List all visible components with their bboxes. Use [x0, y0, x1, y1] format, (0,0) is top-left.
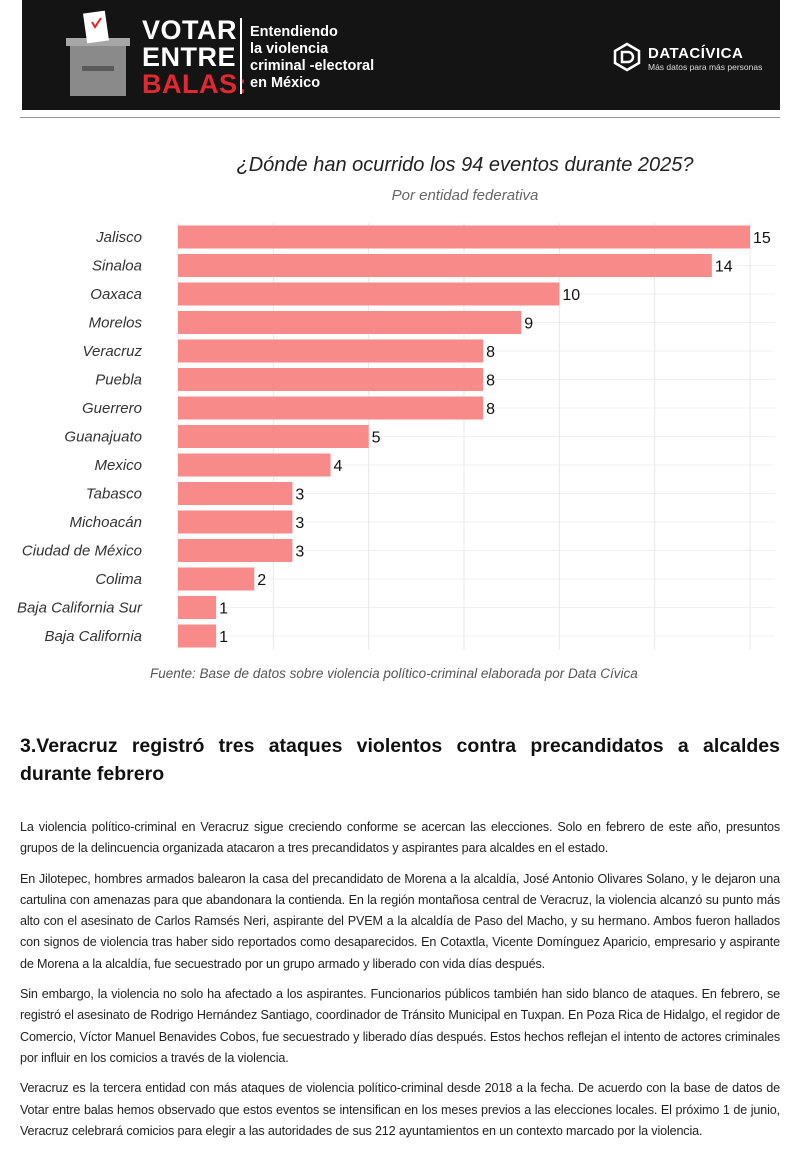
bar: [178, 339, 484, 363]
y-tick-label: Tabasco: [86, 486, 142, 503]
title-line: ENTRE: [142, 42, 237, 72]
tagline: Más datos para más personas: [648, 62, 763, 72]
value-label: 8: [486, 344, 495, 361]
value-label: 1: [219, 601, 228, 618]
y-tick-label: Michoacán: [69, 514, 142, 531]
y-tick-label: Puebla: [95, 372, 142, 389]
y-tick-label: Jalisco: [95, 229, 142, 246]
bar: [178, 425, 369, 448]
chart-source: Fuente: Base de datos sobre violencia po…: [150, 666, 638, 681]
subtitle-line: Entendiendo: [250, 24, 338, 40]
value-label: 10: [562, 287, 580, 304]
y-tick-label: Sinaloa: [92, 258, 142, 275]
y-tick-label: Ciudad de México: [22, 543, 142, 560]
bar: [178, 596, 217, 619]
ballot-icon: [66, 10, 130, 96]
y-tick-label: Guerrero: [82, 400, 142, 417]
value-label: 2: [257, 572, 266, 589]
value-label: 8: [486, 401, 495, 418]
bar: [178, 282, 560, 306]
paragraph: Veracruz es la tercera entidad con más a…: [20, 1081, 780, 1138]
brand-logo: [613, 42, 641, 72]
y-tick-label: Baja California: [44, 628, 142, 645]
y-tick-label: Oaxaca: [90, 286, 142, 303]
value-label: 14: [715, 259, 733, 276]
header: VOTAR ENTRE BALAS: Entendiendo la violen…: [22, 0, 780, 110]
title-line: VOTAR: [142, 15, 237, 45]
value-label: 3: [295, 515, 304, 532]
bar: [178, 254, 712, 277]
value-label: 8: [486, 373, 495, 390]
section-heading: 3.Veracruz registró tres ataques violent…: [20, 735, 780, 785]
value-label: 5: [372, 430, 381, 447]
value-label: 3: [295, 544, 304, 561]
bar: [178, 368, 484, 391]
ballot-label: [82, 66, 114, 71]
value-label: 4: [334, 458, 343, 475]
bar: [178, 482, 293, 505]
separator: [20, 117, 780, 118]
bar: [178, 311, 522, 334]
divider: [240, 18, 242, 94]
subtitle-line: en México: [250, 75, 321, 91]
y-tick-label: Morelos: [89, 315, 143, 332]
paragraph: Sin embargo, la violencia no solo ha afe…: [20, 987, 780, 1065]
bar: [178, 624, 217, 648]
value-label: 15: [753, 230, 771, 247]
subtitle-line: la violencia: [250, 41, 329, 57]
paragraph: La violencia político-criminal en Veracr…: [20, 820, 780, 856]
y-tick-label: Veracruz: [83, 343, 143, 360]
y-tick-label: Baja California Sur: [17, 600, 143, 617]
y-tick-label: Mexico: [94, 457, 142, 474]
subtitle-line: criminal -electoral: [250, 58, 375, 74]
y-tick-label: Guanajuato: [64, 429, 142, 446]
chart-title: ¿Dónde han ocurrido los 94 eventos duran…: [237, 154, 695, 176]
bar: [178, 539, 293, 562]
y-tick-label: Colima: [95, 571, 142, 588]
ballot-check: [91, 17, 102, 29]
title-line: BALAS:: [142, 69, 247, 99]
value-label: 9: [524, 316, 533, 333]
bar: [178, 510, 293, 534]
bar: [178, 225, 750, 249]
article-body: La violencia político-criminal en Veracr…: [20, 817, 780, 1151]
bar: [178, 567, 255, 591]
value-label: 1: [219, 629, 228, 646]
chart: ¿Dónde han ocurrido los 94 eventos duran…: [17, 154, 775, 681]
paragraph: En Jilotepec, hombres armados balearon l…: [20, 871, 780, 971]
ballot-lid: [66, 38, 130, 46]
bar: [178, 453, 331, 477]
chart-subtitle: Por entidad federativa: [392, 187, 539, 204]
value-label: 3: [295, 487, 304, 504]
brand: DATACÍVICA: [648, 45, 744, 62]
bar: [178, 396, 484, 420]
